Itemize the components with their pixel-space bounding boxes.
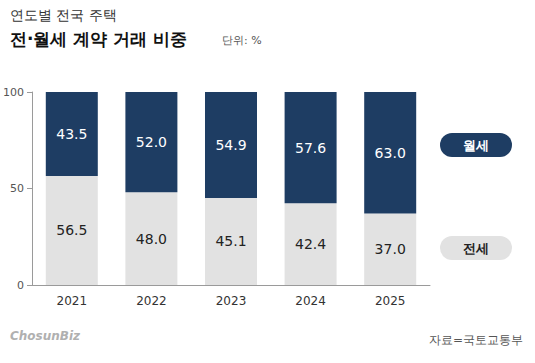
svg-text:56.5: 56.5 [56, 222, 87, 238]
svg-text:월세: 월세 [463, 138, 489, 153]
svg-text:2021: 2021 [57, 294, 88, 308]
svg-text:45.1: 45.1 [215, 233, 246, 249]
svg-text:2025: 2025 [375, 294, 406, 308]
svg-text:ChosunBiz: ChosunBiz [10, 329, 81, 343]
svg-text:전·월세 계약 거래 비중: 전·월세 계약 거래 비중 [10, 29, 187, 49]
svg-text:자료=국토교통부: 자료=국토교통부 [429, 333, 523, 347]
svg-text:37.0: 37.0 [375, 241, 406, 257]
svg-text:57.6: 57.6 [295, 140, 326, 156]
svg-text:63.0: 63.0 [375, 145, 406, 161]
svg-text:연도별 전국 주택: 연도별 전국 주택 [10, 7, 117, 23]
svg-text:2023: 2023 [216, 294, 247, 308]
svg-text:50: 50 [10, 182, 24, 195]
svg-text:54.9: 54.9 [215, 137, 246, 153]
svg-text:단위: %: 단위: % [222, 34, 262, 47]
svg-text:2024: 2024 [295, 294, 326, 308]
svg-text:100: 100 [3, 86, 24, 99]
svg-text:42.4: 42.4 [295, 236, 326, 252]
svg-text:0: 0 [17, 279, 24, 292]
svg-text:2022: 2022 [136, 294, 167, 308]
svg-text:48.0: 48.0 [136, 231, 167, 247]
svg-text:52.0: 52.0 [136, 134, 167, 150]
svg-text:43.5: 43.5 [56, 126, 87, 142]
svg-text:전세: 전세 [463, 241, 489, 256]
